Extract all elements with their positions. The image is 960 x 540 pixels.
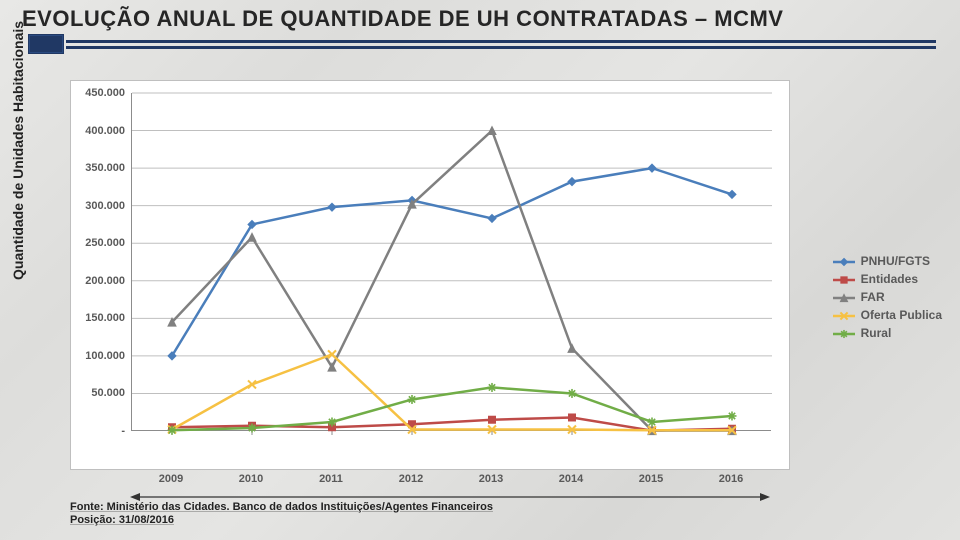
x-tick-label: 2009: [159, 473, 183, 485]
x-tick-label: 2013: [479, 473, 503, 485]
y-axis-label: Quantidade de Unidades Habitacionais: [10, 21, 26, 280]
legend: PNHU/FGTS Entidades FAR Oferta Publica Rural: [833, 250, 942, 344]
source-line-2: Posição: 31/08/2016: [70, 514, 493, 528]
legend-item: Entidades: [833, 272, 942, 286]
x-tick-label: 2012: [399, 473, 423, 485]
source-line-1: Fonte: Ministério das Cidades. Banco de …: [70, 501, 493, 515]
x-tick-label: 2016: [719, 473, 743, 485]
legend-item: FAR: [833, 290, 942, 304]
source-citation: Fonte: Ministério das Cidades. Banco de …: [70, 501, 493, 529]
legend-item: Rural: [833, 326, 942, 340]
chart-area: - 50.000 100.000 150.000 200.000 250.000 300.0…: [70, 80, 790, 470]
legend-item: PNHU/FGTS: [833, 254, 942, 268]
y-tick-label: 300.000: [71, 200, 125, 212]
x-tick-label: 2014: [559, 473, 583, 485]
y-tick-label: -: [71, 425, 125, 437]
title-decoration: [28, 34, 64, 54]
page-title: EVOLUÇÃO ANUAL DE QUANTIDADE DE UH CONTR…: [22, 6, 938, 32]
title-text: EVOLUÇÃO ANUAL DE QUANTIDADE DE UH CONTR…: [22, 6, 938, 32]
y-tick-label: 200.000: [71, 275, 125, 287]
legend-label: FAR: [861, 290, 885, 304]
y-tick-label: 450.000: [71, 87, 125, 99]
y-tick-label: 100.000: [71, 350, 125, 362]
legend-label: Entidades: [861, 272, 918, 286]
x-tick-label: 2015: [639, 473, 663, 485]
x-tick-label: 2010: [239, 473, 263, 485]
x-tick-label: 2011: [319, 473, 343, 485]
chart-svg: [132, 93, 772, 431]
plot-region: [131, 93, 771, 431]
legend-label: Rural: [861, 326, 892, 340]
y-tick-label: 150.000: [71, 312, 125, 324]
y-tick-label: 350.000: [71, 162, 125, 174]
y-tick-label: 250.000: [71, 237, 125, 249]
legend-item: Oferta Publica: [833, 308, 942, 322]
y-tick-label: 400.000: [71, 125, 125, 137]
legend-label: Oferta Publica: [861, 308, 942, 322]
legend-label: PNHU/FGTS: [861, 254, 930, 268]
y-tick-label: 50.000: [71, 387, 125, 399]
